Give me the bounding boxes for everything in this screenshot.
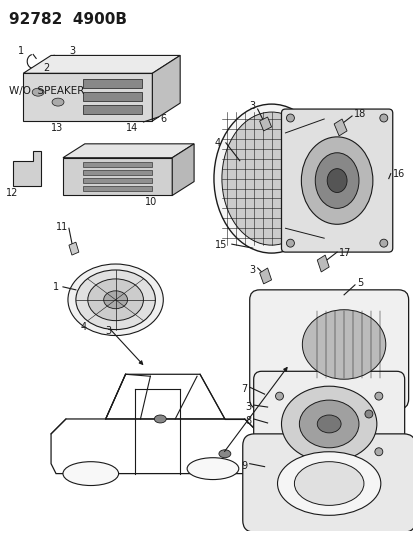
- Ellipse shape: [154, 415, 166, 423]
- Bar: [83, 177, 152, 183]
- Ellipse shape: [301, 310, 385, 379]
- Polygon shape: [333, 119, 346, 136]
- Ellipse shape: [32, 88, 44, 96]
- Ellipse shape: [275, 392, 283, 400]
- Ellipse shape: [286, 114, 294, 122]
- Bar: [83, 92, 142, 101]
- Ellipse shape: [379, 239, 387, 247]
- Polygon shape: [13, 151, 41, 185]
- Ellipse shape: [88, 279, 143, 321]
- Text: 4: 4: [214, 138, 221, 148]
- Text: 18: 18: [353, 109, 366, 119]
- Text: 92782  4900B: 92782 4900B: [9, 12, 127, 27]
- Ellipse shape: [299, 400, 358, 448]
- Ellipse shape: [68, 264, 163, 336]
- Text: 9: 9: [241, 461, 247, 471]
- Bar: [83, 79, 142, 88]
- Text: 12: 12: [6, 188, 19, 198]
- Ellipse shape: [315, 153, 358, 208]
- FancyBboxPatch shape: [242, 434, 413, 532]
- Ellipse shape: [294, 462, 363, 505]
- Text: 5: 5: [356, 278, 362, 288]
- Ellipse shape: [281, 386, 376, 462]
- Text: 14: 14: [125, 123, 138, 133]
- Ellipse shape: [218, 450, 230, 458]
- Ellipse shape: [221, 112, 320, 245]
- Ellipse shape: [214, 104, 328, 253]
- Text: 8: 8: [245, 416, 251, 426]
- FancyBboxPatch shape: [253, 372, 404, 472]
- Text: 3: 3: [249, 101, 255, 111]
- Text: 10: 10: [145, 197, 157, 207]
- Text: 6: 6: [160, 114, 166, 124]
- Ellipse shape: [63, 462, 118, 486]
- Text: 1: 1: [18, 46, 24, 56]
- Ellipse shape: [316, 415, 340, 433]
- Ellipse shape: [76, 270, 155, 329]
- Text: 1: 1: [53, 282, 59, 292]
- Text: 2: 2: [43, 63, 49, 74]
- Ellipse shape: [103, 291, 127, 309]
- Text: 3: 3: [249, 265, 255, 275]
- Text: 11: 11: [56, 222, 68, 232]
- FancyBboxPatch shape: [249, 290, 408, 409]
- Polygon shape: [63, 144, 194, 158]
- Ellipse shape: [277, 452, 380, 515]
- Ellipse shape: [286, 239, 294, 247]
- Ellipse shape: [379, 114, 387, 122]
- Ellipse shape: [374, 392, 382, 400]
- Polygon shape: [69, 242, 78, 255]
- FancyBboxPatch shape: [281, 109, 392, 252]
- Polygon shape: [259, 117, 271, 131]
- Polygon shape: [23, 55, 180, 74]
- Text: 7: 7: [241, 384, 247, 394]
- Ellipse shape: [364, 410, 372, 418]
- Ellipse shape: [374, 448, 382, 456]
- Text: 15: 15: [214, 240, 227, 250]
- Polygon shape: [63, 158, 172, 196]
- Polygon shape: [259, 268, 271, 284]
- Polygon shape: [152, 55, 180, 121]
- Polygon shape: [172, 144, 194, 196]
- Ellipse shape: [187, 458, 238, 480]
- Text: 16: 16: [392, 168, 404, 179]
- Text: W/O  SPEAKER: W/O SPEAKER: [9, 86, 85, 96]
- Bar: [83, 161, 152, 167]
- Polygon shape: [316, 255, 328, 272]
- Text: 13: 13: [51, 123, 63, 133]
- Text: 4: 4: [81, 321, 87, 332]
- Ellipse shape: [52, 98, 64, 106]
- Bar: [83, 185, 152, 190]
- Polygon shape: [69, 63, 81, 76]
- Text: 3: 3: [245, 402, 251, 412]
- Bar: [83, 169, 152, 175]
- Ellipse shape: [301, 137, 372, 224]
- Bar: [83, 105, 142, 114]
- Polygon shape: [23, 74, 152, 121]
- Text: 3: 3: [69, 46, 75, 56]
- Text: 3: 3: [105, 326, 112, 336]
- Text: 17: 17: [338, 248, 351, 258]
- Ellipse shape: [326, 168, 346, 192]
